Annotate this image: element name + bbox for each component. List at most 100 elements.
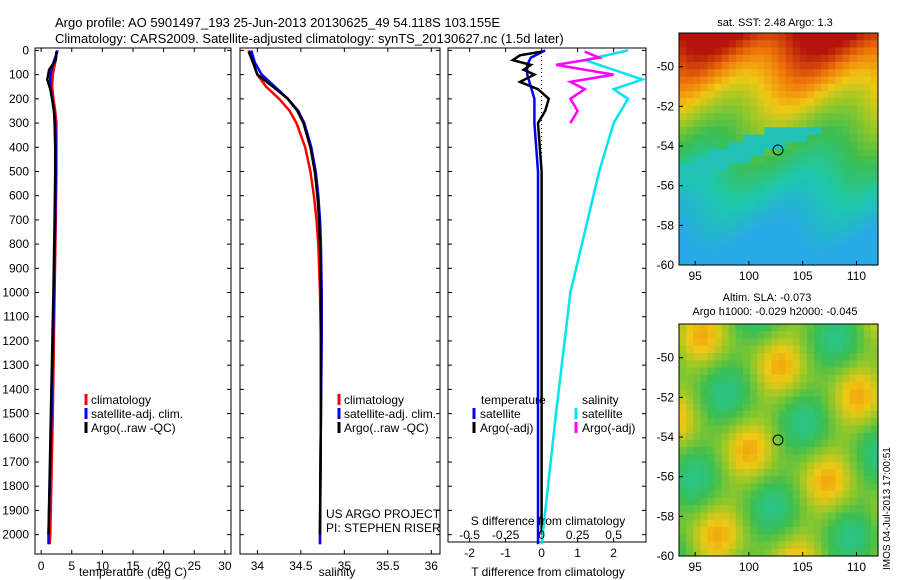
heatmap-cell [721, 62, 730, 70]
heatmap-cell [700, 360, 709, 369]
heatmap-cell [771, 345, 780, 354]
heatmap-cell [721, 548, 730, 557]
heatmap-cell [863, 461, 872, 470]
heatmap-cell [863, 411, 872, 419]
heatmap-cell [707, 192, 716, 201]
heatmap-cell [721, 91, 730, 99]
heatmap-cell [778, 324, 787, 332]
heatmap-cell [707, 33, 716, 41]
heatmap-cell [757, 199, 765, 208]
heatmap-cell [679, 382, 687, 390]
difference-xlabel: T difference from climatology [471, 565, 625, 579]
heatmap-cell [821, 112, 829, 121]
heatmap-cell [785, 374, 794, 383]
heatmap-cell [686, 447, 694, 456]
heatmap-cell [863, 498, 872, 506]
heatmap-cell [792, 236, 801, 244]
heatmap-cell [842, 134, 851, 143]
heatmap-cell [821, 105, 829, 114]
heatmap-cell [842, 403, 851, 412]
heatmap-cell [693, 403, 701, 412]
heatmap-cell [814, 62, 822, 70]
x-tick-label: 15 [126, 559, 140, 573]
heatmap-cell [799, 163, 808, 172]
heatmap-cell [835, 33, 844, 41]
heatmap-cell [778, 47, 787, 56]
heatmap-cell [742, 228, 751, 237]
heatmap-cell [835, 156, 844, 165]
heatmap-cell [799, 185, 808, 194]
heatmap-cell [750, 411, 758, 419]
heatmap-cell [870, 382, 879, 390]
heatmap-cell [721, 127, 730, 136]
heatmap-cell [707, 112, 716, 121]
heatmap-cell [821, 512, 829, 521]
heatmap-cell [870, 141, 879, 150]
heatmap-cell [700, 192, 709, 201]
heatmap-cell [771, 98, 780, 107]
heatmap-cell [771, 476, 780, 485]
heatmap-cell [721, 192, 730, 201]
heatmap-cell [757, 331, 765, 340]
heatmap-cell [714, 374, 723, 383]
heatmap-cell [821, 221, 829, 230]
heatmap-cell [693, 469, 701, 477]
heatmap-cell [849, 54, 858, 63]
heatmap-cell [821, 236, 829, 244]
heatmap-cell [785, 432, 794, 441]
heatmap-cell [785, 221, 794, 230]
heatmap-cell [849, 324, 858, 332]
heatmap-cell [821, 389, 829, 398]
heatmap-cell [735, 534, 744, 543]
heatmap-cell [842, 105, 851, 114]
heatmap-cell [714, 418, 723, 427]
heatmap-cell [721, 83, 730, 92]
heatmap-cell [863, 214, 872, 223]
heatmap-cell [721, 54, 730, 63]
heatmap-cell [686, 127, 694, 136]
heatmap-cell [721, 403, 730, 412]
heatmap-cell [799, 76, 808, 85]
heatmap-cell [735, 469, 744, 477]
heatmap-cell [721, 257, 730, 266]
heatmap-cell [728, 374, 737, 383]
heatmap-cell [870, 76, 879, 85]
heatmap-cell [821, 91, 829, 99]
heatmap-cell [863, 541, 872, 550]
heatmap-cell [757, 548, 765, 557]
x-tick-label: -2 [464, 546, 475, 560]
heatmap-cell [728, 54, 737, 63]
heatmap-cell [757, 411, 765, 419]
heatmap-cell [707, 324, 716, 332]
heatmap-cell [771, 367, 780, 376]
heatmap-cell [821, 527, 829, 535]
heatmap-cell [721, 324, 730, 332]
heatmap-cell [679, 40, 687, 49]
heatmap-cell [771, 134, 780, 143]
heatmap-cell [828, 91, 836, 99]
heatmap-cell [785, 199, 794, 208]
map-y-tick-label: -60 [657, 549, 675, 563]
heatmap-cell [771, 199, 780, 208]
heatmap-cell [778, 534, 787, 543]
depth-tick-label: 1700 [2, 455, 29, 469]
heatmap-cell [771, 389, 780, 398]
heatmap-cell [870, 228, 879, 237]
heatmap-cell [693, 418, 701, 427]
heatmap-cell [757, 382, 765, 390]
heatmap-cell [870, 469, 879, 477]
heatmap-cell [849, 120, 858, 128]
series-line [525, 49, 546, 545]
heatmap-cell [849, 134, 858, 143]
heatmap-cell [792, 331, 801, 340]
heatmap-cell [771, 447, 780, 456]
heatmap-cell [679, 91, 687, 99]
heatmap-cell [835, 418, 844, 427]
heatmap-cell [863, 519, 872, 528]
heatmap-cell [728, 498, 737, 506]
heatmap-cell [785, 519, 794, 528]
heatmap-cell [835, 498, 844, 506]
heatmap-cell [750, 214, 758, 223]
heatmap-cell [814, 120, 822, 128]
heatmap-cell [679, 228, 687, 237]
